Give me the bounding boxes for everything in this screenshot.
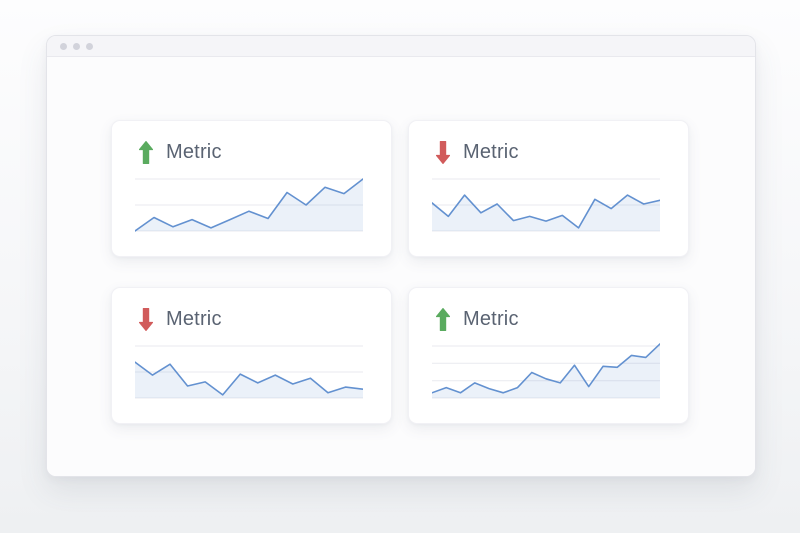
sparkline-chart	[135, 174, 363, 232]
app-window: Metric Metric	[46, 35, 756, 477]
sparkline-svg	[135, 174, 363, 232]
metric-card: Metric	[408, 120, 689, 257]
sparkline-svg	[432, 341, 660, 399]
window-control-dot-icon[interactable]	[60, 42, 67, 50]
window-titlebar	[47, 36, 755, 57]
metric-card: Metric	[408, 287, 689, 424]
window-control-dot-icon[interactable]	[86, 42, 93, 50]
trend-down-icon	[139, 307, 153, 331]
metric-card: Metric	[111, 287, 392, 424]
card-header: Metric	[436, 307, 519, 331]
sparkline-chart	[432, 341, 660, 399]
cards-grid: Metric Metric	[111, 120, 689, 424]
sparkline-svg	[135, 341, 363, 399]
card-header: Metric	[139, 307, 222, 331]
metric-card: Metric	[111, 120, 392, 257]
trend-up-icon	[139, 140, 153, 164]
window-control-dot-icon[interactable]	[73, 42, 80, 50]
window-content: Metric Metric	[47, 57, 755, 476]
metric-label: Metric	[166, 141, 222, 163]
metric-label: Metric	[166, 308, 222, 330]
card-header: Metric	[436, 140, 519, 164]
sparkline-chart	[432, 174, 660, 232]
metric-label: Metric	[463, 308, 519, 330]
sparkline-svg	[432, 174, 660, 232]
trend-down-icon	[436, 140, 450, 164]
metric-label: Metric	[463, 141, 519, 163]
sparkline-chart	[135, 341, 363, 399]
window-controls	[60, 42, 93, 50]
trend-up-icon	[436, 307, 450, 331]
card-header: Metric	[139, 140, 222, 164]
